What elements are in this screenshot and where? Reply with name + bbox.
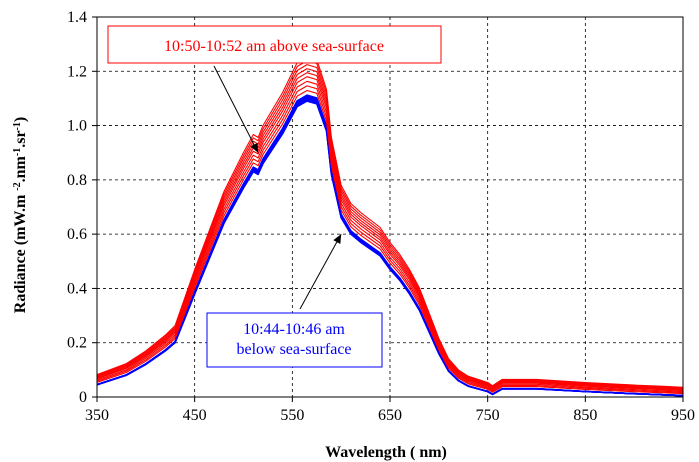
annotation-box-above xyxy=(107,25,442,64)
y-tick-label: 0.8 xyxy=(67,172,87,189)
series-line-above xyxy=(96,68,684,390)
series-line-above xyxy=(96,85,684,394)
series-line-above xyxy=(96,80,684,393)
series-line-above xyxy=(96,72,684,391)
y-tick-label: 0.2 xyxy=(67,335,87,352)
arrowhead-above xyxy=(250,142,259,153)
annotation-text-below: below sea-surface xyxy=(236,341,351,358)
x-tick-label: 750 xyxy=(476,407,500,424)
annotation-arrow-above xyxy=(213,65,259,153)
series-line-above xyxy=(96,76,684,392)
series-line-above xyxy=(96,89,684,395)
series-line-above xyxy=(96,64,684,390)
x-tick-label: 650 xyxy=(378,407,402,424)
x-tick-label: 350 xyxy=(85,407,109,424)
axis-ticks: 350 450 550 650 750 850 950 0 0.2 0.4 0.6 0.8 1.0 1.2… xyxy=(67,9,695,424)
y-tick-label: 1.4 xyxy=(67,9,87,26)
y-tick-label: 0.6 xyxy=(67,226,87,243)
annotation-text-below: 10:44-10:46 am xyxy=(243,321,345,338)
x-tick-label: 850 xyxy=(573,407,597,424)
y-tick-label: 0.4 xyxy=(67,280,87,297)
grid-lines xyxy=(97,17,683,397)
y-tick-label: 1.0 xyxy=(67,118,87,135)
series-line-above xyxy=(96,55,684,388)
x-axis-title: Wavelength ( nm) xyxy=(325,444,447,461)
annotation-text-above: 10:50-10:52 am above sea-surface xyxy=(164,38,384,55)
x-tick-label: 450 xyxy=(183,407,207,424)
y-axis-title: Radiance (mW.m -2.nm-1.sr-1) xyxy=(12,117,30,313)
arrowhead-below xyxy=(333,234,342,244)
series-lines xyxy=(96,55,684,397)
series-line-above xyxy=(96,60,684,389)
x-tick-label: 950 xyxy=(671,407,695,424)
y-tick-label: 0 xyxy=(79,389,87,406)
annotation-box-below xyxy=(206,312,383,368)
x-tick-label: 550 xyxy=(280,407,304,424)
annotation-arrow-below xyxy=(299,233,342,310)
annotations: 10:50-10:52 am above sea-surface 10:44-10… xyxy=(107,25,442,368)
y-tick-label: 1.2 xyxy=(67,63,87,80)
series-line-below xyxy=(96,94,684,397)
